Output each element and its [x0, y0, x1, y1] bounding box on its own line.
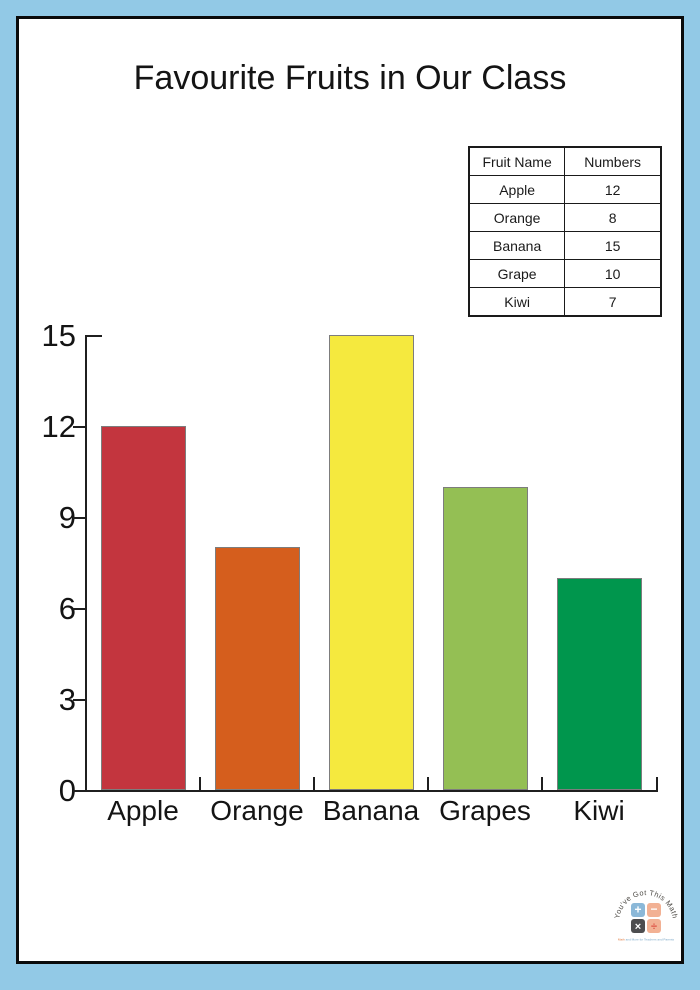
x-axis-label-banana: Banana	[322, 795, 420, 826]
page-title: Favourite Fruits in Our Class	[133, 59, 567, 97]
x-axis-label-apple: Apple	[107, 795, 179, 826]
x-axis-label-grapes: Grapes	[439, 795, 531, 826]
brand-logo: You've Got This Math + − × ÷ Math and Mo…	[606, 880, 686, 956]
table-row: Banana 15	[468, 231, 662, 260]
table-row: Kiwi 7	[468, 287, 662, 317]
logo-tagline: Math and More for Teachers and Parents	[618, 938, 675, 942]
multiply-tile	[631, 919, 645, 933]
x-axis-line	[85, 790, 658, 792]
minus-icon: −	[650, 902, 657, 916]
table-cell: 7	[564, 287, 662, 317]
logo-arc-text: You've Got This Math	[612, 888, 680, 919]
y-axis-top-cap	[87, 335, 102, 337]
divide-icon: ÷	[651, 921, 657, 933]
table-cell: 8	[564, 203, 662, 232]
y-axis-label-9: 9	[58, 500, 76, 535]
y-axis-label-15: 15	[41, 318, 76, 353]
table-cell: Banana	[468, 231, 566, 260]
table-cell: 10	[564, 259, 662, 288]
x-axis-tick	[313, 777, 315, 790]
table-row: Apple 12	[468, 175, 662, 204]
logo-tagline-accent: Math	[618, 938, 625, 942]
y-axis-tick	[73, 790, 86, 792]
y-axis-label-12: 12	[41, 409, 76, 444]
fruit-table-body: Apple 12 Orange 8 Banana 15 Grape 10 Kiwi 7	[468, 175, 662, 317]
y-axis-tick	[73, 426, 86, 428]
y-axis-tick	[73, 608, 86, 610]
x-axis-label-kiwi: Kiwi	[573, 795, 625, 826]
bar-kiwi	[556, 578, 642, 790]
x-axis-end-cap	[656, 777, 658, 790]
y-axis-tick	[73, 517, 86, 519]
divide-tile	[647, 919, 661, 933]
brand-logo-graphic: You've Got This Math + − × ÷ Math and Mo…	[612, 888, 680, 942]
x-axis-label-orange: Orange	[210, 795, 304, 826]
bar-grapes	[442, 487, 528, 790]
minus-tile	[647, 903, 661, 917]
table-cell: Kiwi	[468, 287, 566, 317]
x-axis-tick	[541, 777, 543, 790]
table-row: Orange 8	[468, 203, 662, 232]
bar-chart: Apple Orange Banana Grapes Kiwi 0 3 6 9 12 15	[19, 19, 681, 961]
table-cell: Grape	[468, 259, 566, 288]
table-cell: Apple	[468, 175, 566, 204]
logo-tagline-rest: and More for Teachers and Parents	[625, 938, 675, 942]
worksheet-sheet: Favourite Fruits in Our Class Fruit Name…	[16, 16, 684, 964]
bar-orange	[214, 547, 300, 790]
plus-tile	[631, 903, 645, 917]
bar-apple	[100, 426, 186, 790]
y-axis-label-6: 6	[58, 591, 76, 626]
y-axis-line	[85, 335, 87, 792]
y-axis-label-0: 0	[58, 773, 76, 808]
bar-banana	[328, 335, 414, 790]
y-axis-label-3: 3	[58, 682, 76, 717]
fruit-data-table: Fruit Name Numbers Apple 12 Orange 8 Banana 15…	[468, 146, 662, 317]
plus-icon: +	[634, 903, 641, 917]
multiply-icon: ×	[635, 921, 641, 933]
x-axis-tick	[199, 777, 201, 790]
x-axis-tick	[427, 777, 429, 790]
y-axis-tick	[73, 699, 86, 701]
table-row: Grape 10	[468, 259, 662, 288]
